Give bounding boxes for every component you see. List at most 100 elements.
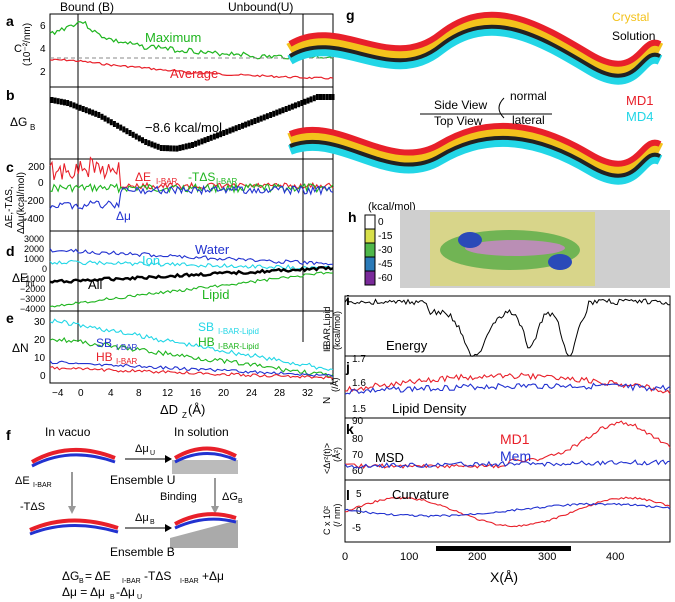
panel-d-ytick-2: 1000 [24, 254, 44, 264]
panel-b-annotation: −8.6 kcal/mol [145, 120, 222, 135]
panel-b-point [119, 124, 123, 131]
panel-d-ytick-0: 3000 [24, 234, 44, 244]
panel-b-point [300, 100, 304, 106]
xtick-3: 8 [136, 388, 142, 399]
panel-b-point [91, 109, 95, 116]
f-protein-bound-vacuo [29, 518, 119, 536]
panel-e-hb-line [49, 365, 334, 380]
panel-i-ylabel-sub: I-BAR,Lipid [322, 306, 332, 352]
panel-b-point [309, 96, 313, 103]
panel-i-yunit: (kcal/mol) [332, 311, 342, 350]
panel-b-point [315, 94, 319, 100]
panel-b-point [122, 126, 126, 133]
panel-k-legend-md1: MD1 [500, 431, 530, 447]
panel-b-point [172, 145, 176, 152]
panel-e-sb-label: SB [96, 336, 112, 350]
panel-letter-l: l [346, 487, 350, 503]
panel-b-point [150, 141, 154, 148]
panel-b-point [69, 101, 73, 108]
f-ensemble-b: Ensemble B [110, 545, 175, 559]
panel-b-point [212, 133, 216, 140]
panel-l-ytick-2: -5 [352, 523, 361, 534]
panel-d-ion-line [49, 259, 334, 270]
panel-e-sb-sub: I-BAR [116, 343, 138, 352]
panel-b-point [319, 94, 322, 100]
panel-b-point [244, 121, 248, 128]
f-eq1-rest: = ΔE [85, 569, 111, 583]
panel-k-ytick-3: 60 [352, 466, 364, 477]
panel-e-sb-lipid-line [49, 318, 334, 372]
g-normal: normal [510, 89, 547, 103]
panel-a-average-line [49, 58, 334, 80]
panel-e-hb-lipid-sub: I-BAR-Lipid [218, 342, 259, 351]
xtick-7: 24 [246, 388, 258, 399]
panel-a-average-label: Average [170, 66, 218, 81]
panel-b-point [312, 95, 316, 102]
panel-d-lipid-label: Lipid [202, 287, 229, 302]
panel-l-xtick-0: 0 [342, 551, 348, 563]
panel-b-point [237, 124, 241, 130]
f-ensemble-u: Ensemble U [110, 473, 175, 487]
panel-a-ylabel: C [14, 43, 22, 55]
panel-b-point [200, 138, 204, 145]
panel-b-point [250, 119, 254, 126]
panel-e-hb-lipid-line [49, 337, 334, 378]
panel-c-dmu-label: Δμ [116, 209, 131, 223]
f-arrowhead-right [211, 506, 219, 514]
f-mtds: -TΔS [20, 501, 45, 513]
xtick-4: 12 [162, 388, 174, 399]
panel-b-point [100, 113, 104, 120]
panel-b-point [228, 127, 232, 134]
panel-l-frame [344, 479, 671, 543]
panel-b-point [206, 136, 210, 142]
panel-b-point [306, 97, 310, 104]
panel-e-hb-sub: I-BAR [116, 357, 138, 366]
panel-b-point [134, 133, 138, 140]
panel-c-ytick-0: 200 [28, 162, 45, 173]
panel-d-ytick-1: 2000 [24, 244, 44, 254]
panel-c-ylabel: ΔE,-TΔS, [4, 186, 15, 228]
f-eq1-dg: ΔG [62, 569, 79, 583]
panel-b-point [106, 117, 110, 124]
panel-j-ytick-2: 1.5 [352, 404, 366, 415]
panel-k-mem-line [344, 459, 671, 469]
f-dmu-b-sub: B [150, 519, 155, 526]
h-scale-label-0: 0 [378, 217, 384, 228]
panel-d-water-label: Water [195, 242, 230, 257]
h-scale-label-1: -15 [378, 231, 393, 242]
panel-b-point [178, 144, 182, 151]
panel-l-xtick-4: 400 [606, 551, 624, 563]
panel-letter-b: b [6, 87, 15, 103]
panel-b-point [222, 130, 226, 136]
panel-e-sb-lipid-label: SB [198, 320, 214, 334]
panel-d-ytick-3: 0 [42, 264, 47, 274]
panel-b-point [63, 99, 66, 106]
panel-b-point [231, 126, 235, 133]
label-bound: Bound (B) [60, 0, 114, 14]
panel-e-ytick-0: 30 [34, 317, 46, 328]
f-in-vacuo: In vacuo [45, 425, 91, 439]
panel-k-ytick-2: 70 [352, 450, 364, 461]
f-dmu-u: Δμ [135, 443, 149, 455]
panel-b-point [191, 142, 194, 148]
panel-k-legend-mem: Mem [500, 448, 531, 464]
h-scale-2 [364, 242, 376, 258]
f-dg-sub: B [238, 498, 243, 505]
g-md4: MD4 [626, 109, 653, 124]
panel-e-ytick-2: 10 [34, 353, 46, 364]
f-eq1-de-sub: I-BAR [122, 578, 141, 585]
panel-b-point [75, 103, 79, 110]
panel-b-point [153, 142, 157, 149]
panel-e-xticks: −4 0 4 8 12 16 20 24 28 32 [52, 388, 314, 399]
panel-b-point [297, 101, 301, 108]
panel-j-ylabel: N [322, 397, 333, 404]
panel-b-point [169, 145, 173, 152]
panel-j-ytick-0: 1.7 [352, 354, 366, 365]
panel-b-point [162, 145, 166, 152]
panel-b-point [262, 114, 266, 121]
panel-b-point [325, 94, 329, 100]
panel-e-hb-label: HB [96, 350, 113, 364]
f-in-solution: In solution [174, 425, 229, 439]
f-eq1-mid: -TΔS [144, 569, 171, 583]
panel-d-ylabel: ΔE [12, 271, 28, 285]
